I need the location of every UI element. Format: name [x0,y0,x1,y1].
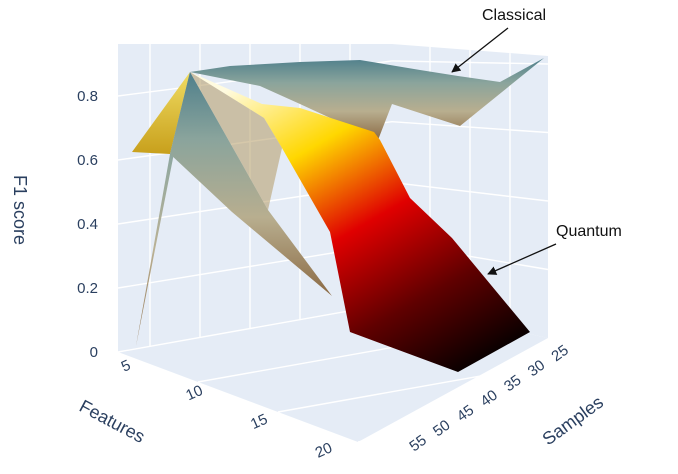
z-axis-title: F1 score [10,175,30,245]
y-tick-label: 40 [477,387,500,411]
classical-fold-panel [170,72,332,296]
z-tick-label: 0.6 [77,152,98,169]
classical-side-panel [132,72,190,154]
annotation-quantum: Quantum [556,223,622,240]
annotation-classical: Classical [482,7,546,24]
x-tick-label: 5 [119,357,134,376]
classical-top-panel [190,58,544,140]
quantum-shadow-panel [190,72,282,210]
classical-surface [132,58,544,346]
x-axis-ticks: 5 10 15 20 [119,357,335,462]
y-tick-label: 35 [501,372,524,396]
quantum-surface-panel [190,72,530,372]
z-tick-label: 0.4 [77,216,98,233]
y-tick-label: 30 [525,357,548,381]
annotation-classical-arrow [451,27,509,73]
y-axis-title: Samples [539,392,607,449]
x-tick-label: 15 [248,411,270,433]
quantum-surface [190,72,530,372]
y-tick-label: 50 [430,417,453,441]
z-tick-label: 0.8 [77,88,98,105]
floor-gridline [357,393,629,443]
y-tick-label: 55 [406,432,429,456]
z-tick-label: 0 [90,344,98,361]
annotation-quantum-arrow [487,243,557,275]
x-axis-title: Features [76,396,148,447]
x-tick-label: 10 [183,382,205,404]
z-axis-ticks: 0 0.2 0.4 0.6 0.8 [77,88,98,361]
y-tick-label: 45 [454,402,477,426]
z-tick-label: 0.2 [77,280,98,297]
floor-gridline [277,363,549,413]
y-tick-label: 25 [548,342,571,366]
floor-gridline [117,303,389,353]
x-tick-label: 20 [313,439,335,461]
